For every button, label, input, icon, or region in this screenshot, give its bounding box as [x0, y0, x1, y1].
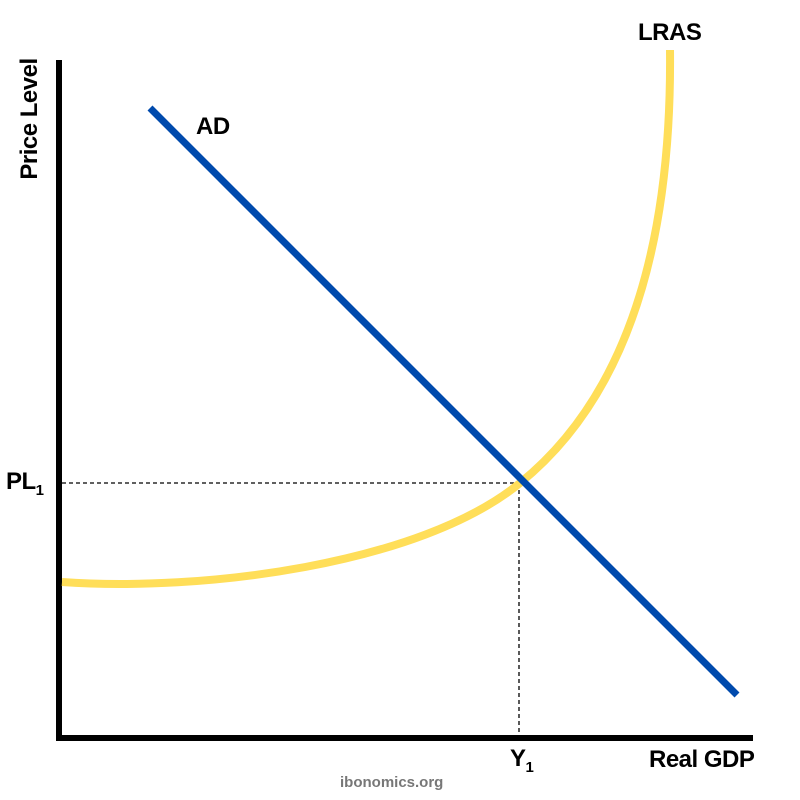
price-level-label: PL1	[6, 468, 44, 499]
price-level-text: PL	[6, 468, 36, 495]
ad-label: AD	[196, 113, 230, 140]
ad-curve	[147, 105, 740, 698]
y-axis-label: Price Level	[16, 58, 43, 180]
output-text: Y	[510, 745, 526, 772]
lras-label: LRAS	[638, 19, 702, 46]
watermark: ibonomics.org	[340, 774, 444, 791]
lras-curve	[61, 49, 675, 588]
output-label: Y1	[510, 745, 534, 776]
x-axis-label: Real GDP	[649, 746, 755, 773]
price-level-subscript: 1	[35, 482, 44, 499]
output-subscript: 1	[525, 759, 534, 776]
